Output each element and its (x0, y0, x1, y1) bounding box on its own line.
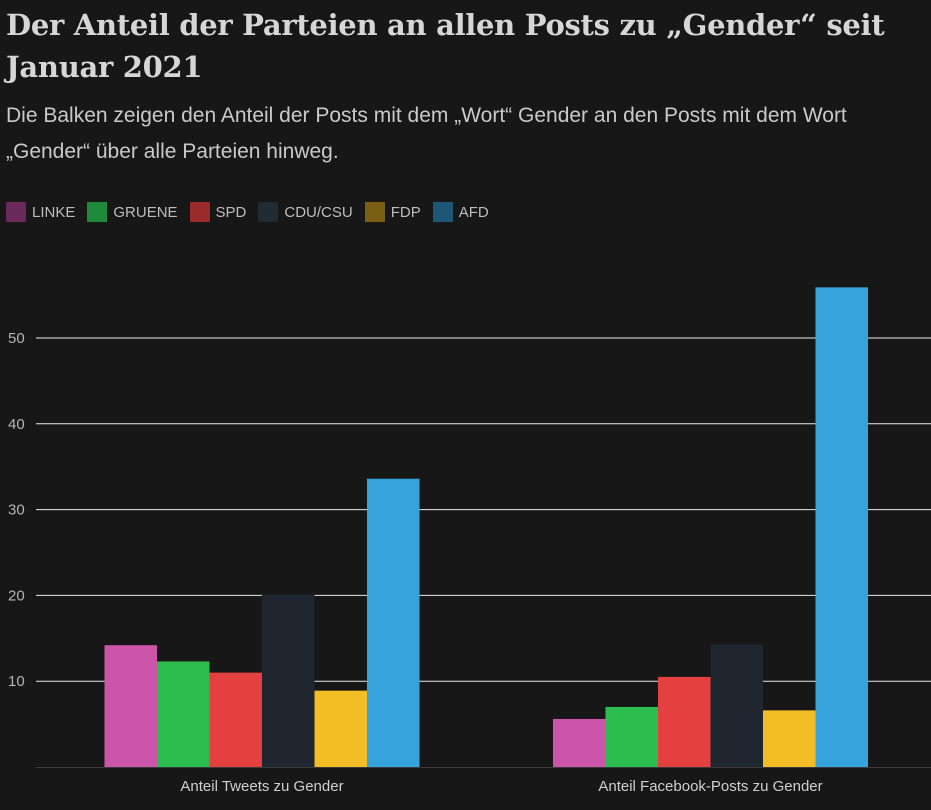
y-tick-label: 40 (8, 416, 25, 433)
legend-swatch (87, 202, 108, 222)
legend-item-afd[interactable]: AFD (432, 202, 489, 222)
legend-swatch (258, 202, 279, 222)
bar-gruene-2 (605, 706, 658, 767)
bar-afd-2 (815, 287, 868, 767)
legend-swatch (189, 202, 210, 222)
bar-gruene-1 (157, 661, 210, 767)
legend-swatch (432, 202, 453, 222)
x-category-label: Anteil Facebook-Posts zu Gender (598, 778, 822, 795)
legend-label: LINKE (32, 203, 76, 221)
legend-label: AFD (458, 203, 489, 221)
y-tick-label: 30 (8, 502, 25, 519)
legend-item-fdp[interactable]: FDP (364, 202, 421, 222)
y-tick-label: 10 (8, 673, 25, 690)
bar-afd-1 (367, 478, 420, 767)
bar-cdu-csu-2 (710, 644, 763, 767)
legend-swatch (6, 202, 26, 222)
legend-item-linke[interactable]: LINKE (6, 202, 75, 222)
bar-linke-2 (553, 718, 606, 767)
chart-title: Der Anteil der Parteien an allen Posts z… (6, 8, 885, 84)
legend: LINKE GRUENE SPD CDU/CSU FDP AFD (6, 202, 501, 222)
bar-fdp-1 (314, 690, 367, 767)
bar-spd-1 (209, 672, 262, 767)
y-tick-label: 20 (8, 587, 25, 604)
y-tick-label: 50 (8, 330, 25, 347)
bar-cdu-csu-1 (262, 594, 315, 767)
bar-spd-2 (658, 676, 711, 767)
legend-item-spd[interactable]: SPD (189, 202, 247, 222)
x-category-label: Anteil Tweets zu Gender (180, 778, 343, 795)
legend-item-cdu-csu[interactable]: CDU/CSU (258, 202, 353, 222)
legend-label: SPD (215, 203, 247, 221)
legend-swatch (364, 202, 385, 222)
legend-label: GRUENE (113, 203, 178, 221)
legend-label: FDP (390, 203, 421, 221)
legend-item-gruene[interactable]: GRUENE (87, 202, 178, 222)
legend-label: CDU/CSU (284, 203, 353, 221)
bar-fdp-2 (763, 710, 816, 767)
chart-subtitle: Die Balken zeigen den Anteil der Posts m… (6, 104, 847, 163)
bar-linke-1 (104, 645, 157, 767)
